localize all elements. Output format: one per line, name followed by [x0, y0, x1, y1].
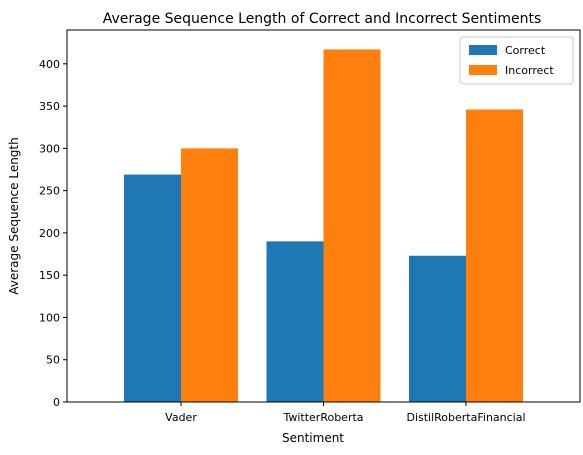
bars-layer	[124, 49, 523, 403]
x-axis-label: Sentiment	[282, 431, 344, 445]
y-tick-label: 50	[46, 354, 60, 367]
bar-correct-distilrobertafinancial	[409, 255, 466, 402]
y-tick-label: 0	[53, 396, 60, 409]
y-tick-label: 200	[39, 227, 60, 240]
x-axis: Vader TwitterRoberta DistilRobertaFinancia…	[165, 402, 526, 424]
bar-correct-twitterroberta	[266, 241, 324, 402]
chart-title: Average Sequence Length of Correct and I…	[103, 11, 542, 27]
y-tick-label: 300	[39, 142, 60, 155]
y-tick-label: 400	[39, 58, 60, 71]
bar-incorrect-vader	[181, 148, 238, 402]
legend: Correct Incorrect	[459, 36, 574, 85]
x-tick-label: DistilRobertaFinancial	[406, 411, 525, 424]
legend-swatch-correct	[469, 45, 497, 55]
y-axis: 0 50 100 150 200 250 300 350 400	[39, 58, 67, 409]
bar-incorrect-distilrobertafinancial	[466, 109, 523, 403]
legend-label-incorrect: Incorrect	[505, 64, 554, 77]
legend-label-correct: Correct	[505, 44, 546, 57]
y-tick-label: 250	[39, 185, 60, 198]
x-tick-label: TwitterRoberta	[282, 411, 363, 424]
y-tick-label: 100	[39, 311, 60, 324]
y-tick-label: 150	[39, 269, 60, 282]
legend-swatch-incorrect	[469, 65, 497, 75]
plot-frame	[66, 29, 581, 403]
bar-correct-vader	[124, 174, 181, 402]
y-axis-label: Average Sequence Length	[7, 137, 21, 295]
y-tick-label: 350	[39, 100, 60, 113]
bar-incorrect-twitterroberta	[323, 49, 381, 402]
x-tick-label: Vader	[165, 411, 197, 424]
